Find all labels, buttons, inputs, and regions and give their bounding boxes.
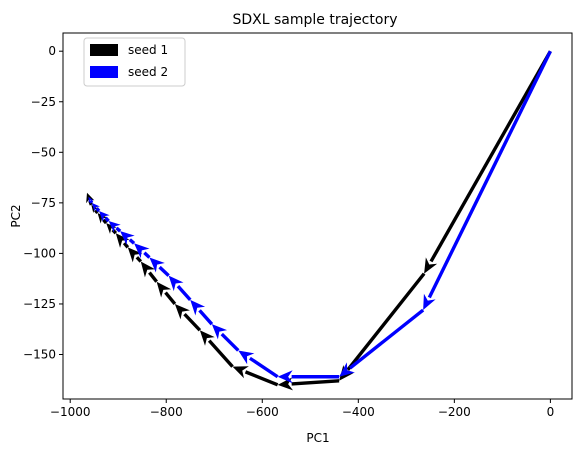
- arrow-head: [423, 293, 436, 311]
- arrow-head: [115, 233, 130, 248]
- arrow-shaft: [115, 226, 122, 233]
- arrow-head: [156, 281, 172, 298]
- arrow-shaft: [248, 356, 279, 379]
- arrow-head: [199, 330, 215, 346]
- arrow-head: [88, 196, 94, 203]
- legend-swatch-seed-2: [90, 66, 118, 78]
- arrow-shaft: [244, 370, 279, 387]
- y-tick-label: 0: [48, 44, 56, 58]
- arrow-shaft: [183, 312, 202, 332]
- arrow-head: [127, 247, 143, 263]
- arrow-shaft: [220, 332, 240, 352]
- arrow-shaft: [198, 309, 214, 326]
- arrow-shaft: [94, 209, 99, 215]
- arrow-shaft: [349, 308, 425, 370]
- arrow-head: [120, 231, 135, 245]
- arrow-head: [99, 210, 110, 222]
- legend-label-seed-1: seed 1: [128, 43, 168, 57]
- arrow-head: [232, 366, 249, 379]
- arrow-head: [174, 303, 190, 320]
- arrow-shaft: [135, 256, 143, 263]
- y-tick-label: −125: [23, 297, 56, 311]
- x-tick-label: −1000: [50, 405, 91, 419]
- arrow-head: [424, 257, 438, 274]
- arrow-head: [168, 275, 184, 292]
- y-tick-label: −100: [23, 246, 56, 260]
- arrow-head: [91, 202, 100, 212]
- y-axis: 0 −25 −50 −75 −100 −125 −150: [23, 44, 63, 362]
- arrow-shaft: [143, 251, 151, 259]
- x-tick-label: −400: [342, 405, 375, 419]
- x-tick-label: −600: [246, 405, 279, 419]
- arrow-shaft: [346, 272, 426, 371]
- arrow-shaft: [104, 216, 110, 223]
- legend: seed 1 seed 2: [83, 37, 186, 87]
- arrow-shaft: [128, 238, 136, 245]
- arrow-shaft: [102, 218, 108, 225]
- arrow-shaft: [176, 284, 192, 302]
- arrow-head: [108, 221, 121, 233]
- arrow-shaft: [95, 207, 101, 213]
- arrow-shaft: [88, 199, 94, 204]
- arrow-shaft: [164, 291, 177, 306]
- chart-title: SDXL sample trajectory: [233, 12, 398, 28]
- series-seed-2: [88, 50, 552, 384]
- y-tick-label: −75: [31, 196, 56, 210]
- x-tick-label: −800: [150, 405, 183, 419]
- plot-content: [86, 50, 552, 391]
- arrow-head: [339, 362, 355, 377]
- arrow-head: [140, 261, 156, 278]
- arrow-shaft: [429, 50, 552, 263]
- arrow-head: [134, 243, 150, 259]
- arrow-head: [190, 299, 206, 316]
- x-tick-label: 0: [547, 405, 555, 419]
- legend-swatch-seed-1: [90, 44, 118, 56]
- arrow-head: [277, 370, 293, 384]
- x-tick-label: −200: [438, 405, 471, 419]
- arrow-head: [149, 257, 165, 273]
- arrow-shaft: [148, 271, 158, 283]
- arrow-shaft: [427, 50, 552, 299]
- y-tick-label: −25: [31, 95, 56, 109]
- arrow-head: [211, 324, 228, 340]
- series-seed-1: [86, 50, 552, 391]
- arrow-shaft: [158, 265, 170, 277]
- arrow-shaft: [291, 379, 340, 386]
- arrow-head: [238, 350, 255, 365]
- plot-area-frame: [62, 32, 573, 400]
- y-tick-label: −150: [23, 348, 56, 362]
- arrow-head: [106, 223, 117, 234]
- legend-label-seed-2: seed 2: [128, 65, 168, 79]
- y-tick-label: −50: [31, 145, 56, 159]
- arrow-head: [86, 192, 95, 204]
- y-axis-label: PC2: [9, 204, 23, 227]
- x-axis: −1000 −800 −600 −400 −200 0: [50, 399, 554, 419]
- x-axis-label: PC1: [306, 431, 329, 445]
- arrow-shaft: [122, 241, 130, 249]
- arrow-shaft: [207, 339, 234, 368]
